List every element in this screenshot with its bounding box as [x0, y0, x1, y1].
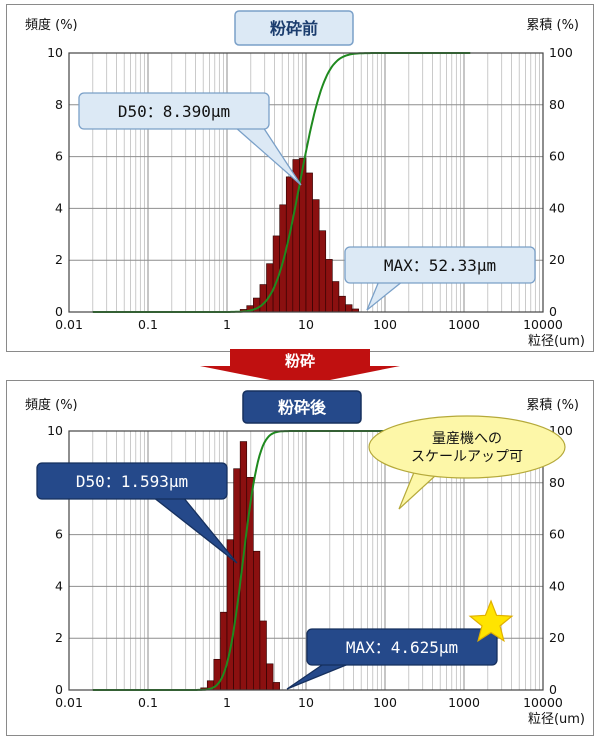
- histogram-bar: [345, 304, 353, 313]
- histogram-bar: [259, 620, 267, 691]
- chart-title-box: [242, 390, 362, 424]
- y-left-tick-label: 8: [55, 97, 63, 112]
- chart-panel-before: 0.01 0.1 1 10 100 1000 10000 0 2 4 6 8 10 0 20 40 60 80 10…: [6, 4, 594, 352]
- y-left-tick-label: 0: [55, 304, 63, 319]
- star-icon: [468, 599, 514, 643]
- chart-title: 粉砕前: [270, 19, 318, 38]
- y-right-tick-label: 60: [549, 527, 565, 542]
- y-right-tick-label: 0: [549, 682, 557, 697]
- histogram-bar: [338, 295, 346, 313]
- histogram-bar: [239, 441, 248, 691]
- y-left-tick-label: 4: [55, 200, 63, 215]
- y-left-axis-title: 頻度 (%): [25, 17, 78, 33]
- d50-label: D50：1.593μm: [76, 472, 188, 491]
- x-tick-label: 1: [223, 695, 231, 710]
- y-left-tick-label: 10: [47, 45, 63, 60]
- x-tick-label: 0.1: [138, 695, 158, 710]
- y-right-tick-label: 20: [549, 630, 565, 645]
- y-right-axis-title: 累積 (%): [526, 18, 579, 33]
- chart-title-box: [234, 10, 354, 46]
- callout-line1: 量産機への: [432, 431, 502, 447]
- x-tick-label: 10000: [523, 695, 563, 710]
- x-tick-label: 10: [298, 695, 314, 710]
- plot-frame: [68, 430, 544, 691]
- y-right-tick-label: 80: [549, 475, 565, 490]
- x-tick-label: 0.1: [138, 317, 158, 332]
- callout-line2: スケールアップ可: [411, 449, 523, 465]
- chart-title: 粉砕後: [278, 398, 327, 417]
- histogram-bars: [239, 157, 359, 313]
- callout-bubble: [368, 415, 566, 479]
- y-left-tick-label: 2: [55, 252, 63, 267]
- y-right-axis-title: 累積 (%): [526, 398, 579, 413]
- x-tick-label: 1000: [448, 317, 480, 332]
- histogram-bar: [266, 263, 274, 313]
- histogram-bar: [332, 281, 340, 313]
- histogram-bar: [266, 663, 274, 691]
- histogram-bar: [233, 468, 241, 691]
- x-tick-label: 1000: [448, 695, 480, 710]
- arrow-label: 粉砕: [285, 352, 315, 370]
- y-left-tick-label: 6: [55, 527, 63, 542]
- y-right-tick-label: 80: [549, 97, 565, 112]
- y-left-tick-label: 0: [55, 682, 63, 697]
- plot-frame: [68, 52, 544, 313]
- max-label: MAX：4.625μm: [346, 638, 458, 657]
- x-axis-title: 粒径(um): [528, 712, 585, 727]
- histogram-bar: [226, 539, 234, 691]
- chart-after-svg: 0.010.1110100100010000024681002040608010…: [25, 390, 585, 727]
- d50-label-box: [78, 92, 270, 130]
- x-tick-label: 100: [373, 317, 397, 332]
- y-right-tick-label: 100: [549, 45, 573, 60]
- y-right-tick-label: 20: [549, 252, 565, 267]
- x-tick-label: 100: [373, 695, 397, 710]
- y-right-tick-label: 40: [549, 200, 565, 215]
- d50-label-box: [36, 462, 228, 500]
- histogram-bar: [259, 284, 267, 313]
- tick-labels: 0.010.1110100100010000024681002040608010…: [47, 423, 573, 710]
- max-label: MAX：52.33μm: [384, 256, 496, 275]
- y-left-tick-label: 10: [47, 423, 63, 438]
- x-tick-label: 10000: [523, 317, 563, 332]
- chart-before-svg: 0.01 0.1 1 10 100 1000 10000024681002040608010…: [25, 10, 585, 349]
- max-label-box: [306, 628, 498, 666]
- y-left-tick-label: 6: [55, 149, 63, 164]
- histogram-bar: [325, 259, 333, 313]
- y-left-axis-title: 頻度 (%): [25, 397, 78, 413]
- max-label-box: [344, 246, 536, 284]
- y-left-tick-label: 2: [55, 630, 63, 645]
- histogram-bar: [318, 230, 327, 313]
- histogram-bar: [253, 550, 261, 691]
- x-tick-label: 0.01: [55, 317, 83, 332]
- d50-label: D50：8.390μm: [118, 102, 230, 121]
- y-right-tick-label: 40: [549, 578, 565, 593]
- y-left-tick-label: 4: [55, 578, 63, 593]
- chart-panel-after: 0.010.1110100100010000024681002040608010…: [6, 380, 594, 736]
- x-tick-label: 1: [223, 317, 231, 332]
- x-axis-title: 粒径(um): [528, 334, 585, 349]
- y-right-tick-label: 60: [549, 149, 565, 164]
- x-tick-label: 0.01: [55, 695, 83, 710]
- histogram-bar: [272, 682, 280, 691]
- histogram-bar: [312, 199, 320, 313]
- y-right-tick-label: 0: [549, 304, 557, 319]
- histogram-bar: [305, 172, 313, 313]
- x-tick-label: 10: [298, 317, 314, 332]
